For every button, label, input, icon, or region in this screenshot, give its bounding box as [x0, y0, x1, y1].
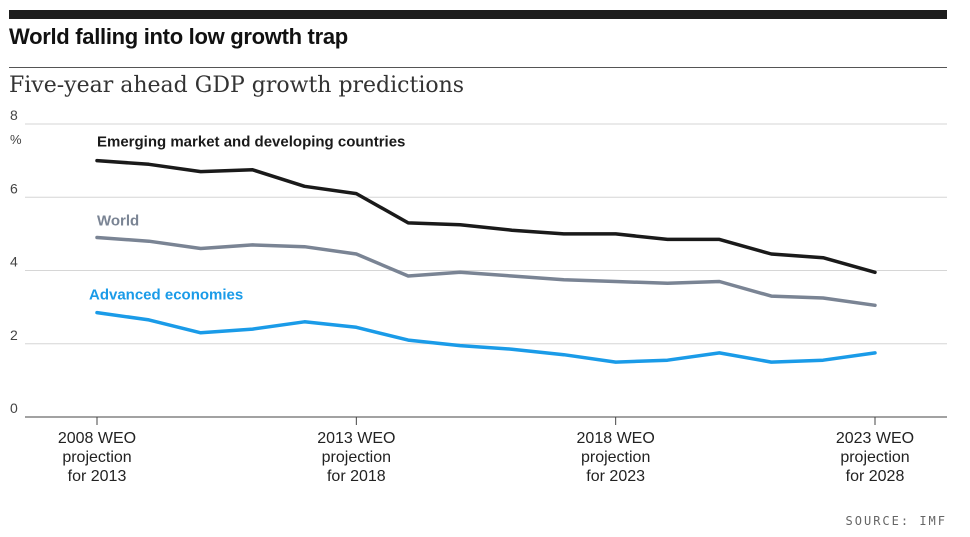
y-tick-label: 8 [10, 107, 18, 123]
series-line [95, 158, 877, 275]
title-divider [9, 67, 947, 68]
y-tick-label: 0 [10, 400, 18, 416]
x-tick-label: 2018 WEO projection for 2023 [577, 430, 655, 485]
y-tick-label: 2 [10, 327, 18, 343]
y-tick-label: 6 [10, 180, 18, 196]
series-label: World [97, 213, 139, 230]
chart-title: World falling into low growth trap [9, 24, 348, 49]
y-tick-label: 4 [10, 254, 18, 270]
top-bar [9, 10, 947, 19]
x-tick-label: 2008 WEO projection for 2013 [58, 430, 136, 485]
source-note: SOURCE: IMF [845, 514, 947, 528]
series-label: Advanced economies [89, 287, 243, 304]
y-axis-unit: % [10, 132, 22, 147]
series-line [95, 310, 877, 364]
series-line [95, 235, 877, 308]
chart-subtitle: Five-year ahead GDP growth predictions [9, 73, 465, 98]
x-tick-label: 2013 WEO projection for 2018 [317, 430, 395, 485]
series-label: Emerging market and developing countries [97, 134, 405, 151]
x-tick-label: 2023 WEO projection for 2028 [836, 430, 914, 485]
